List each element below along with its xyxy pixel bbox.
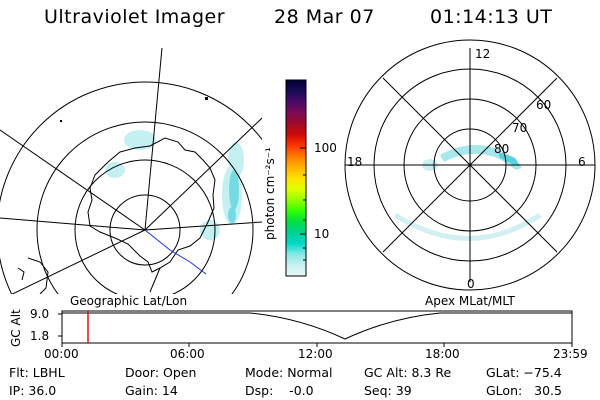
colorbar-tick-100: 100 [314, 141, 337, 155]
meridian-lines [0, 48, 262, 294]
geographic-map [0, 48, 262, 294]
glat-info: GLat: −75.4 [486, 365, 562, 380]
landmass-south-america [27, 257, 49, 294]
mlat-label-60: 60 [536, 98, 552, 112]
glon-info: GLon: 30.5 [486, 383, 562, 398]
antarctica-coastline [87, 137, 216, 273]
apex-panel-label: Apex MLat/MLT [425, 294, 515, 308]
date-label: 28 Mar 07 [274, 6, 375, 28]
timeline-frame [61, 310, 573, 344]
apex-polar-plot [344, 39, 596, 291]
timeline-y-bottom: 1.8 [30, 329, 50, 343]
aurora-emission-left [105, 130, 244, 240]
colorbar-rect [285, 79, 307, 277]
app-title: Ultraviolet Imager [44, 6, 226, 28]
colorbar-tick-10: 10 [314, 227, 330, 241]
timeline-tick-0600: 06:00 [170, 347, 205, 361]
satellite-ground-track [144, 229, 207, 275]
mlt-label-6: 6 [578, 155, 586, 169]
mlt-label-12: 12 [475, 47, 491, 61]
gain-info: Gain: 14 [125, 383, 178, 398]
seq-info: Seq: 39 [364, 383, 412, 398]
peninsula-coastline [149, 267, 161, 293]
landmass-island [17, 267, 25, 281]
altitude-curve [62, 312, 572, 340]
colorbar [285, 79, 307, 277]
mlat-label-70: 70 [512, 121, 528, 135]
island-marker-2 [60, 120, 62, 122]
geographic-panel-label: Geographic Lat/Lon [70, 294, 188, 308]
aurora-emission-right [393, 145, 542, 241]
door-info: Door: Open [125, 365, 197, 380]
gc-alt-info: GC Alt: 8.3 Re [364, 365, 452, 380]
mlt-label-0: 0 [467, 277, 475, 291]
island-marker [205, 97, 208, 100]
filter-info: Flt: LBHL [9, 365, 65, 380]
timeline [58, 310, 573, 347]
timeline-tick-1800: 18:00 [425, 347, 460, 361]
aurora-bright-left [228, 170, 239, 223]
mode-info: Mode: Normal [245, 365, 333, 380]
mlt-label-18: 18 [347, 155, 363, 169]
timeline-tick-0000: 00:00 [44, 347, 79, 361]
timeline-axis-label: GC Alt [9, 309, 23, 347]
timeline-ticks [58, 313, 573, 347]
dsp-info: Dsp: -0.0 [245, 383, 314, 398]
timeline-y-top: 9.0 [30, 307, 50, 321]
colorbar-ticks [300, 147, 306, 261]
mlat-label-80: 80 [494, 142, 510, 156]
time-label: 01:14:13 UT [430, 6, 553, 28]
latitude-circles [0, 81, 262, 294]
ip-info: IP: 36.0 [9, 383, 57, 398]
mlt-lines [345, 48, 595, 282]
colorbar-unit-label: photon cm⁻²s⁻¹ [263, 147, 277, 240]
timeline-tick-2359: 23:59 [553, 347, 588, 361]
timeline-tick-1200: 12:00 [298, 347, 333, 361]
